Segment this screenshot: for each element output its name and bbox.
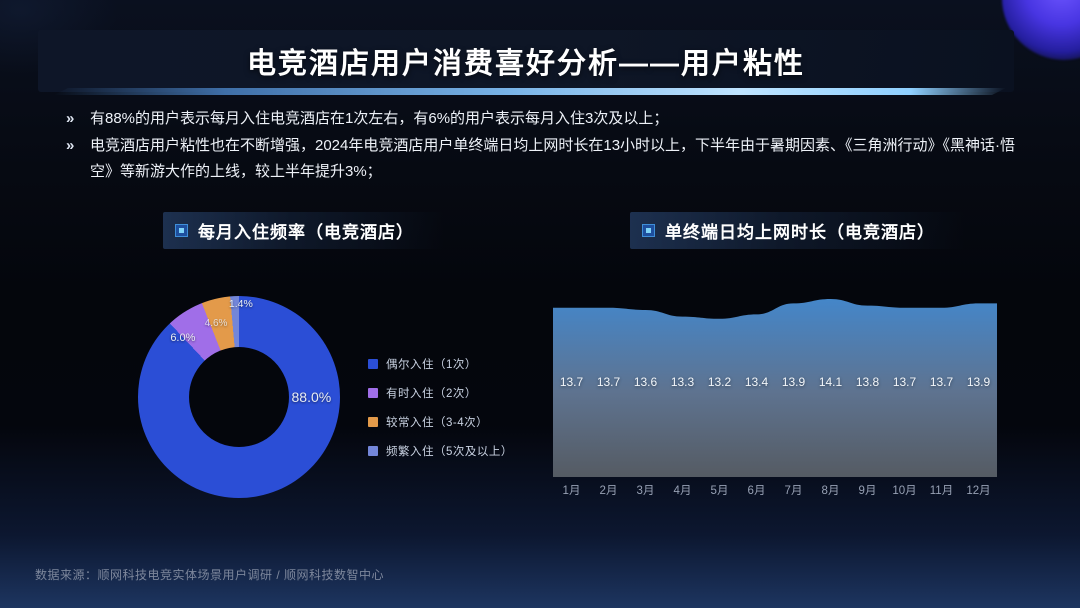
x-axis-tick-label: 6月 xyxy=(747,485,766,497)
data-label: 13.3 xyxy=(670,375,695,389)
x-axis-tick-label: 7月 xyxy=(784,485,803,497)
slice-label-4-6: 4.6% xyxy=(204,318,228,330)
legend-color-chip xyxy=(368,388,378,398)
left-chart-title: 每月入住频率（电竞酒店） xyxy=(198,223,414,242)
slice-label-88: 88.0% xyxy=(291,388,332,405)
legend-label: 频繁入住（5次及以上） xyxy=(386,446,513,458)
bullet-text: 有88%的用户表示每月入住电竞酒店在1次左右，有6%的用户表示每月入住3次及以上… xyxy=(90,110,669,127)
legend-label: 有时入住（2次） xyxy=(386,388,477,400)
title-banner: 电竞酒店用户消费喜好分析——用户粘性 xyxy=(38,30,1014,92)
legend-color-chip xyxy=(368,417,378,427)
x-axis-labels: 1月 2月 3月 4月 5月 6月 7月 8月 9月 10月 11月 12月 xyxy=(553,482,997,498)
data-label: 13.7 xyxy=(559,375,584,389)
right-chart-title: 单终端日均上网时长（电竞酒店） xyxy=(665,223,935,242)
x-axis-tick-label: 2月 xyxy=(599,485,618,497)
slice-label-1-4: 1.4% xyxy=(228,298,253,311)
data-label: 13.2 xyxy=(707,375,732,389)
x-axis-tick-label: 10月 xyxy=(892,485,917,497)
x-axis-tick-label: 11月 xyxy=(929,485,954,497)
square-bullet-icon xyxy=(175,224,188,237)
data-label: 13.7 xyxy=(596,375,621,389)
x-axis-tick-label: 4月 xyxy=(673,485,692,497)
slice-label-6: 6.0% xyxy=(170,332,196,345)
legend-item: 较常入住（3-4次） xyxy=(368,414,513,430)
chevron-bullet-icon: » xyxy=(66,136,75,154)
left-chart-header: 每月入住频率（电竞酒店） xyxy=(163,212,444,249)
legend-label: 较常入住（3-4次） xyxy=(386,417,489,429)
banner-glow-divider xyxy=(54,88,1006,95)
data-label: 13.7 xyxy=(929,375,954,389)
legend-color-chip xyxy=(368,446,378,456)
legend-item: 偶尔入住（1次） xyxy=(368,356,513,372)
bullet-text: 电竞酒店用户粘性也在不断增强，2024年电竞酒店用户单终端日均上网时长在13小时… xyxy=(90,136,1016,181)
bullet-item-2: » 电竞酒店用户粘性也在不断增强，2024年电竞酒店用户单终端日均上网时长在13… xyxy=(64,133,1032,186)
legend-color-chip xyxy=(368,359,378,369)
square-bullet-icon xyxy=(642,224,655,237)
page-title: 电竞酒店用户消费喜好分析——用户粘性 xyxy=(246,48,805,80)
bullet-item-1: » 有88%的用户表示每月入住电竞酒店在1次左右，有6%的用户表示每月入住3次及… xyxy=(64,106,1032,133)
legend-item: 频繁入住（5次及以上） xyxy=(368,443,513,459)
x-axis-tick-label: 1月 xyxy=(562,485,581,497)
x-axis-tick-label: 12月 xyxy=(966,485,991,497)
x-axis-tick-label: 3月 xyxy=(636,485,655,497)
data-label: 13.6 xyxy=(633,375,658,389)
area-fill xyxy=(553,299,997,477)
chevron-bullet-icon: » xyxy=(66,110,75,127)
data-label: 13.9 xyxy=(781,375,806,389)
data-label: 14.1 xyxy=(818,375,843,389)
data-label: 13.8 xyxy=(855,375,880,389)
data-label: 13.9 xyxy=(966,375,991,389)
donut-hole xyxy=(189,347,289,447)
data-label: 13.7 xyxy=(892,375,917,389)
right-chart-header: 单终端日均上网时长（电竞酒店） xyxy=(630,212,965,249)
legend-item: 有时入住（2次） xyxy=(368,385,513,401)
data-label: 13.4 xyxy=(744,375,769,389)
legend-label: 偶尔入住（1次） xyxy=(386,359,477,371)
donut-chart: 88.0% 6.0% 4.6% 1.4% xyxy=(138,296,340,498)
x-axis-tick-label: 9月 xyxy=(858,485,877,497)
key-points: » 有88%的用户表示每月入住电竞酒店在1次左右，有6%的用户表示每月入住3次及… xyxy=(64,106,1032,186)
x-axis-tick-label: 5月 xyxy=(710,485,729,497)
area-data-labels: 13.7 13.7 13.6 13.3 13.2 13.4 13.9 14.1 13.8 13.7… xyxy=(553,375,997,389)
data-source-note: 数据来源：顺网科技电竞实体场景用户调研 / 顺网科技数智中心 xyxy=(35,568,385,582)
x-axis-tick-label: 8月 xyxy=(821,485,840,497)
area-chart: 13.7 13.7 13.6 13.3 13.2 13.4 13.9 14.1 13.8 13.7… xyxy=(553,291,997,477)
donut-legend: 偶尔入住（1次） 有时入住（2次） 较常入住（3-4次） 频繁入住（5次及以上） xyxy=(368,356,513,459)
